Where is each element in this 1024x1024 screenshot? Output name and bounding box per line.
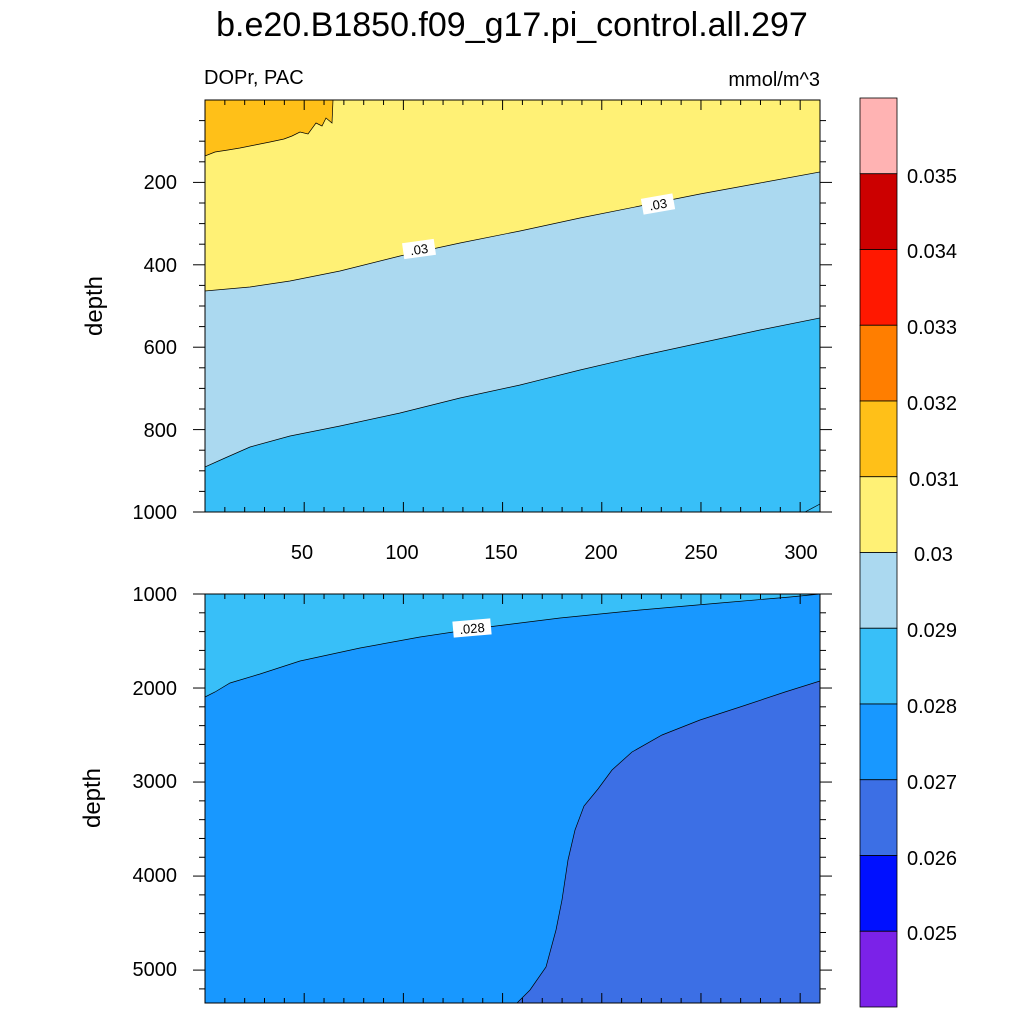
- colorbar-label-0.028: 0.028: [907, 696, 957, 718]
- colorbar-box: [859, 703, 898, 781]
- lower-panel-frame: [204, 593, 821, 1004]
- lower-panel: .028 1000 2000 3000 4000 5000 depth: [79, 584, 832, 1004]
- colorbar-box: [859, 855, 898, 932]
- upper-y-tick-200: 200: [144, 172, 177, 194]
- upper-panel: .03 .03 50 100 150 200 250 300 200 400 6…: [81, 99, 832, 564]
- upper-x-tick-200: 200: [584, 542, 617, 564]
- upper-region-0.031-0.032: [204, 99, 334, 157]
- colorbar-label-0.03: 0.03: [914, 544, 953, 566]
- upper-y-tick-800: 800: [144, 420, 177, 442]
- colorbar-box: [859, 400, 898, 478]
- colorbar-box: [859, 173, 898, 250]
- upper-y-tick-600: 600: [144, 337, 177, 359]
- upper-contour-label-1: .03: [409, 241, 429, 258]
- upper-region-0.030-0.031: [204, 99, 821, 292]
- colorbar-label-0.033: 0.033: [907, 317, 957, 339]
- colorbar-label-0.034: 0.034: [907, 241, 957, 263]
- chart-title: b.e20.B1850.f09_g17.pi_control.all.297: [216, 6, 808, 44]
- lower-contour-label-box: [452, 618, 492, 638]
- lower-y-tick-3000: 3000: [133, 771, 178, 793]
- lower-y-axis-title: depth: [79, 768, 106, 828]
- colorbar-box: [859, 476, 898, 553]
- colorbar-label-0.025: 0.025: [907, 923, 957, 945]
- upper-y-tick-1000: 1000: [133, 502, 178, 524]
- upper-y-tick-400: 400: [144, 255, 177, 277]
- upper-ticks: [193, 100, 832, 513]
- lower-ticks: [193, 593, 832, 1003]
- colorbar-box: [859, 249, 898, 326]
- upper-x-tick-300: 300: [784, 542, 817, 564]
- colorbar-box: [859, 97, 898, 175]
- lower-region-0.028-0.029: [204, 593, 821, 698]
- colorbar-label-0.031: 0.031: [909, 469, 959, 491]
- colorbar-label-0.032: 0.032: [907, 393, 957, 415]
- colorbar-label-0.026: 0.026: [907, 848, 957, 870]
- upper-x-tick-50: 50: [291, 542, 313, 564]
- colorbar-label-0.029: 0.029: [907, 620, 957, 642]
- colorbar-box: [859, 324, 898, 402]
- colorbar-box: [859, 627, 898, 705]
- colorbar-boxes: [859, 97, 898, 1008]
- upper-x-tick-150: 150: [484, 542, 517, 564]
- lower-y-tick-5000: 5000: [133, 959, 178, 981]
- upper-x-tick-250: 250: [684, 542, 717, 564]
- colorbar-label-0.027: 0.027: [907, 772, 957, 794]
- units-label: mmol/m^3: [728, 69, 820, 91]
- lower-contour-label-1: .028: [459, 620, 486, 637]
- lower-y-tick-2000: 2000: [133, 678, 178, 700]
- upper-contour-label-box-2: [640, 193, 676, 215]
- colorbar-label-0.035: 0.035: [907, 166, 957, 188]
- upper-contour-label-2: .03: [648, 196, 668, 214]
- lower-region-0.026-0.027: [516, 680, 821, 1004]
- upper-contour-label-box-1: [402, 238, 436, 260]
- upper-y-axis-title: depth: [81, 276, 108, 336]
- lower-y-tick-4000: 4000: [133, 865, 178, 887]
- colorbar-box: [859, 930, 898, 1008]
- colorbar: 0.035 0.034 0.033 0.032 0.031 0.03 0.029…: [859, 97, 959, 1008]
- colorbar-box: [859, 552, 898, 629]
- colorbar-box: [859, 779, 898, 856]
- upper-x-tick-100: 100: [385, 542, 418, 564]
- left-string: DOPr, PAC: [204, 67, 304, 89]
- lower-y-tick-1000: 1000: [133, 584, 178, 606]
- upper-corner-contour: [804, 503, 821, 513]
